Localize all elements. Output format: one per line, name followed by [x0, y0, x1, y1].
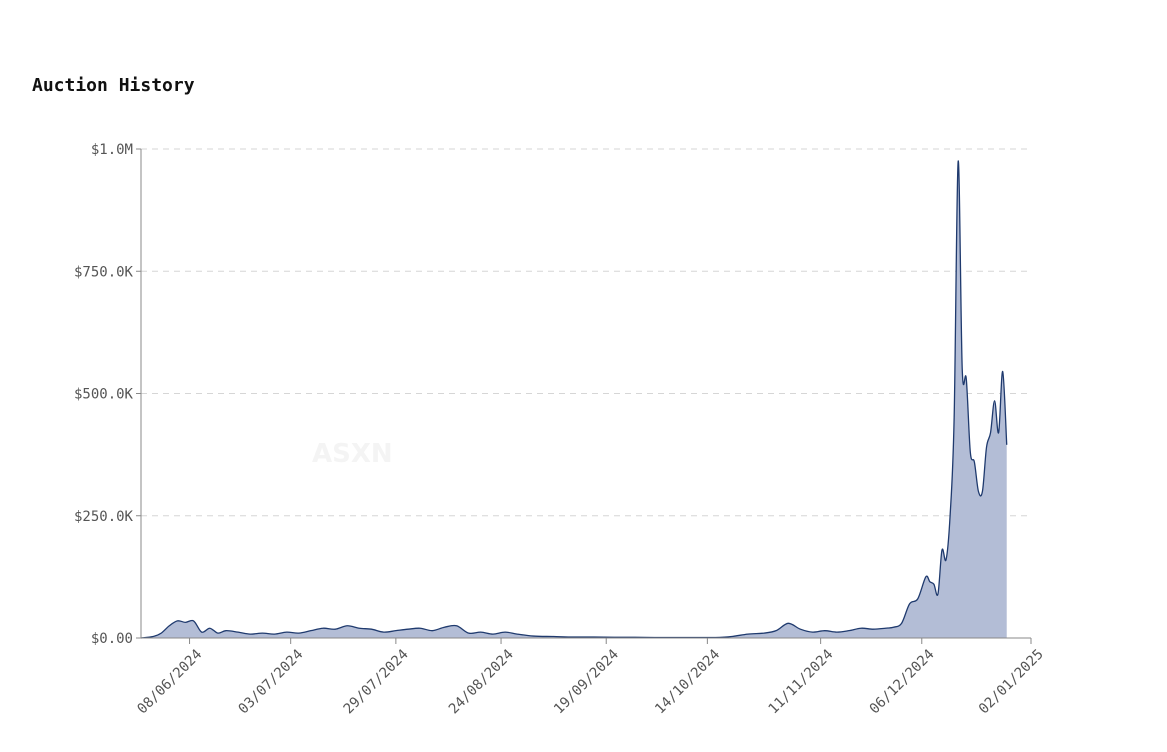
x-tick-label: 06/12/2024 — [867, 646, 938, 717]
y-tick-label: $500.0K — [74, 387, 134, 403]
x-tick-label: 24/08/2024 — [446, 646, 517, 717]
gridlines — [141, 148, 1031, 517]
x-tick-label: 08/06/2024 — [134, 646, 205, 717]
y-tick-label: $0.00 — [91, 631, 133, 647]
x-tick-label: 11/11/2024 — [765, 646, 836, 717]
y-tick-label: $750.0K — [74, 264, 134, 280]
x-tick-label: 03/07/2024 — [236, 646, 307, 717]
x-tick-label: 29/07/2024 — [341, 646, 412, 717]
series-line — [140, 160, 1008, 639]
y-tick-label: $250.0K — [74, 509, 134, 525]
x-tick-label: 14/10/2024 — [652, 646, 723, 717]
y-axis-ticks: $0.00 $250.0K $500.0K $750.0K $1.0M — [74, 142, 141, 647]
watermark: ASXN — [312, 439, 393, 469]
chart-title: Auction History — [32, 75, 195, 96]
x-axis-ticks: 08/06/2024 03/07/2024 29/07/2024 24/08/2024… — [134, 638, 1047, 717]
x-tick-label: 02/01/2025 — [976, 646, 1047, 717]
y-tick-label: $1.0M — [91, 142, 133, 158]
area-fill — [141, 160, 1007, 638]
x-tick-label: 19/09/2024 — [551, 646, 622, 717]
